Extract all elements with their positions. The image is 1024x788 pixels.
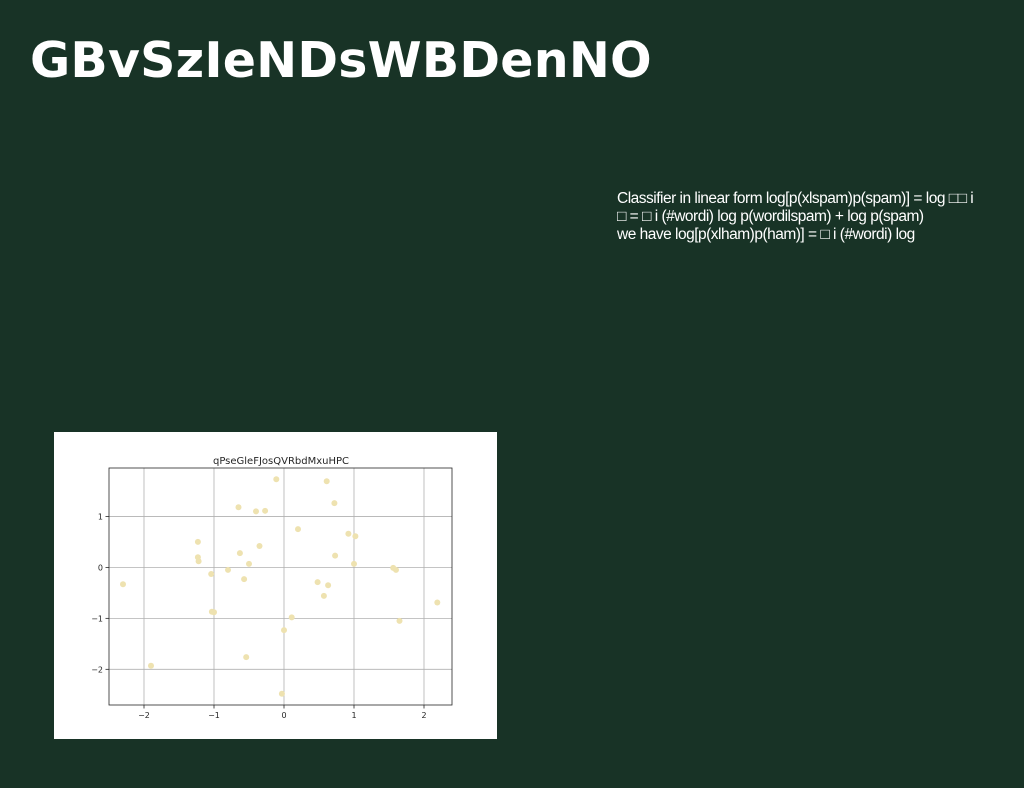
data-points <box>120 476 441 697</box>
scatter-point <box>396 617 403 624</box>
scatter-point <box>148 662 154 669</box>
chart-title: qPseGleFJosQVRbdMxuHPC <box>213 456 349 467</box>
scatter-point <box>393 566 399 573</box>
scatter-point <box>208 571 215 578</box>
x-tick-label: −1 <box>208 711 220 720</box>
scatter-point <box>331 500 338 507</box>
x-tick-label: 1 <box>351 711 356 720</box>
scatter-point <box>351 560 357 567</box>
grid-lines <box>109 468 452 705</box>
y-tick-label: −1 <box>91 614 103 623</box>
scatter-point <box>314 579 321 586</box>
scatter-point <box>211 609 217 616</box>
scatter-point <box>243 654 250 661</box>
scatter-point <box>434 599 441 606</box>
scatter-point <box>332 552 339 559</box>
x-tick-label: 2 <box>421 711 426 720</box>
slide-title: GBvSzIeNDsWBDenNO <box>30 32 652 89</box>
scatter-point <box>323 478 330 485</box>
y-tick-label: 1 <box>98 512 103 521</box>
body-text-line: we have log[p(xlham)p(ham)] = □ i (#word… <box>617 226 915 243</box>
scatter-chart: −2 −1 0 1 2 1 0 −1 −2 qPseGleFJosQVRbdMxuHPC <box>54 432 497 739</box>
body-text: Classifier in linear form log[p(xlspam)p… <box>617 190 1022 244</box>
scatter-point <box>325 582 332 589</box>
x-tick-label: −2 <box>138 711 150 720</box>
scatter-point <box>246 560 252 567</box>
scatter-point <box>235 504 242 511</box>
body-text-line: Classifier in linear form log[p(xlspam)p… <box>617 190 974 207</box>
scatter-point <box>236 550 243 557</box>
scatter-point <box>195 558 202 565</box>
scatter-point <box>120 581 126 588</box>
scatter-point <box>273 476 280 483</box>
scatter-chart-svg: −2 −1 0 1 2 1 0 −1 −2 qPseGleFJosQVRbdMxuHPC <box>91 456 453 720</box>
scatter-point <box>241 576 248 583</box>
x-tick-label: 0 <box>281 711 286 720</box>
scatter-point <box>194 538 201 545</box>
scatter-point <box>345 530 352 537</box>
body-text-line: □ = □ i (#wordi) log p(wordilspam) + log… <box>617 208 924 225</box>
scatter-point <box>320 592 327 599</box>
plot-frame <box>108 467 453 706</box>
scatter-point <box>288 614 295 621</box>
scatter-point <box>256 542 263 549</box>
y-tick-label: −2 <box>91 665 103 674</box>
scatter-point <box>253 508 259 515</box>
scatter-point <box>352 533 359 540</box>
scatter-point <box>225 566 231 573</box>
y-tick-label: 0 <box>98 563 103 572</box>
scatter-point <box>281 627 287 634</box>
scatter-point <box>295 526 301 533</box>
axis-ticks: −2 −1 0 1 2 1 0 −1 −2 <box>91 512 426 720</box>
scatter-point <box>262 507 269 514</box>
scatter-point <box>278 690 285 697</box>
